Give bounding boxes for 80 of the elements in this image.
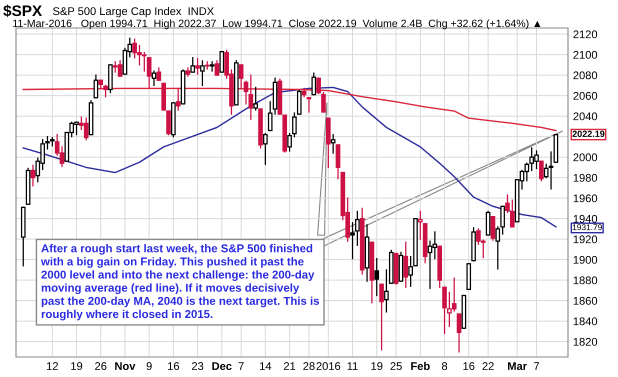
y-tick-label: 2100 — [573, 50, 598, 59]
line-series — [22, 88, 557, 132]
y-tick-label: 1860 — [574, 296, 598, 305]
x-tick-label: 16 — [463, 362, 474, 370]
candlestick — [330, 134, 336, 154]
x-tick-label: 26 — [95, 362, 106, 370]
chart-subtitle: S&P 500 Large Cap Index INDX — [53, 6, 214, 18]
candlestick — [152, 70, 156, 86]
line-series — [22, 86, 557, 228]
candlestick — [539, 160, 544, 182]
y-tick-label: 1940 — [574, 214, 598, 223]
candlestick — [146, 57, 152, 88]
x-tick-label: 2016 — [316, 362, 340, 370]
x-tick-label: 22 — [482, 362, 494, 370]
candlestick — [403, 242, 408, 288]
candlestick — [456, 313, 462, 352]
y-tick-label: 1840 — [574, 317, 598, 326]
x-tick-label: 11 — [348, 362, 358, 370]
x-tick-label: 7 — [534, 362, 540, 370]
candlestick — [214, 60, 220, 76]
candlestick — [384, 269, 389, 313]
candlestick — [292, 112, 297, 138]
candlestick — [306, 97, 312, 113]
x-tick-label: 28 — [303, 362, 315, 370]
candlestick — [311, 72, 316, 96]
y-tick-label: 2060 — [573, 92, 598, 100]
x-tick-label: 8 — [442, 362, 448, 370]
x-tick-label: 9 — [146, 362, 152, 370]
y-tick-label: 2120 — [573, 30, 598, 38]
x-tick-label: Feb — [411, 362, 430, 370]
y-tick-label: 1920 — [574, 235, 598, 244]
candlestick — [500, 206, 505, 235]
candlestick — [263, 132, 268, 165]
y-tick-label: 2080 — [573, 71, 598, 80]
x-tick-label: 23 — [192, 362, 204, 370]
candlestick — [505, 194, 510, 214]
x-tick-label: 19 — [371, 362, 382, 370]
y-tick-label: 1880 — [574, 276, 598, 284]
x-tick-label: Nov — [115, 362, 136, 370]
x-tick-label: 21 — [284, 362, 296, 370]
candlestick — [219, 50, 224, 73]
candlestick — [490, 216, 496, 241]
candlestick — [287, 132, 292, 152]
candlestick — [190, 57, 196, 73]
x-tick-label: Dec — [212, 362, 232, 370]
y-tick-label: 2000 — [573, 153, 598, 162]
y-tick-label: 1960 — [574, 194, 598, 202]
chart-title: $SPX — [3, 4, 42, 18]
candlestick — [176, 88, 181, 111]
y-tick-label: 1980 — [574, 174, 598, 182]
candlestick — [156, 67, 162, 81]
candlestick — [336, 144, 340, 180]
text: 1931.79 — [572, 224, 602, 230]
candlestick — [316, 78, 321, 94]
candlestick — [30, 164, 36, 186]
candlestick — [296, 90, 302, 115]
x-tick-label: 19 — [71, 362, 82, 370]
x-tick-label: 12 — [46, 362, 58, 370]
candlestick — [253, 86, 258, 111]
candlestick — [103, 84, 108, 98]
x-tick-label: 7 — [238, 362, 244, 370]
candlestick — [486, 210, 490, 236]
text: 2022.19 — [572, 130, 604, 138]
y-tick-label: 1820 — [574, 338, 598, 346]
y-tick-label: 1900 — [574, 256, 598, 264]
annotation: After a rough start last week, the S&P 500 finished with a big gain on Friday. This pushed it past the 2000 level and into the next challenge: the 200-day moving average (red line). If it moves decisively past the 200-day MA, 2040 is the next target. This is roughly where it closed in 2015. — [40, 244, 320, 320]
candlestick — [166, 110, 171, 136]
candlestick — [195, 58, 200, 75]
candlestick — [548, 151, 554, 190]
x-tick-label: Mar — [508, 362, 527, 370]
x-tick-label: 25 — [390, 362, 402, 370]
candlestick — [321, 92, 326, 113]
annotation: 11-Mar-2016 Open 1994.71 High 2022.37 Low 1994.71 Close 2022.19 Volume 2.4B Chg +32.62 (+1.64%) ▲ — [13, 19, 540, 30]
x-tick-label: 14 — [260, 362, 272, 370]
candlestick — [379, 284, 384, 350]
candlestick — [374, 258, 380, 296]
x-tick-label: 16 — [168, 362, 180, 370]
y-tick-label: 2040 — [573, 112, 598, 120]
candlestick — [495, 226, 500, 270]
candlestick — [94, 74, 98, 98]
